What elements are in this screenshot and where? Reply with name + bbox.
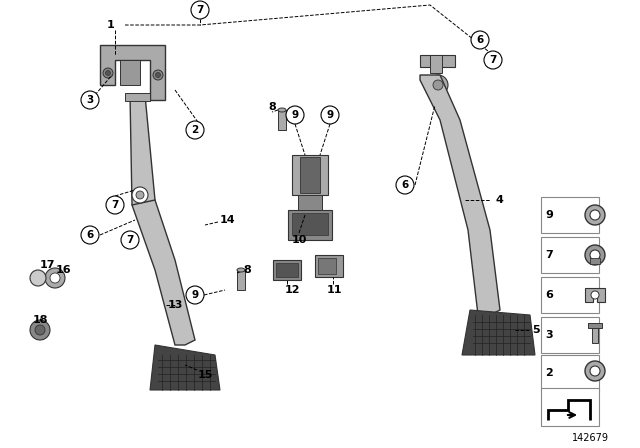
Text: 17: 17 [40,260,55,270]
Circle shape [156,73,161,78]
Text: 2: 2 [191,125,198,135]
Text: 11: 11 [327,285,342,295]
Bar [276,263,298,277]
Text: 142679: 142679 [572,433,609,443]
Circle shape [585,245,605,265]
Text: 2: 2 [545,368,553,378]
Text: 7: 7 [126,235,134,245]
Text: 6: 6 [476,35,484,45]
Circle shape [103,68,113,78]
Circle shape [45,268,65,288]
Circle shape [30,270,46,286]
Bar [590,258,600,264]
Bar [300,157,320,193]
Circle shape [286,106,304,124]
Polygon shape [462,310,535,355]
Bar [541,277,599,313]
Circle shape [433,80,443,90]
Bar [292,155,328,195]
Circle shape [585,361,605,381]
Text: 6: 6 [401,180,408,190]
Text: 14: 14 [220,215,236,225]
Bar [420,55,455,67]
Circle shape [191,1,209,19]
Text: 8: 8 [243,265,251,275]
Text: 4: 4 [495,195,503,205]
Circle shape [35,325,45,335]
Circle shape [132,187,148,203]
Bar [541,237,599,273]
Bar [315,255,343,277]
Bar [592,325,598,343]
Bar [278,110,286,130]
Text: 6: 6 [545,290,553,300]
Circle shape [186,121,204,139]
Circle shape [590,250,600,260]
Circle shape [591,291,599,299]
Bar [298,195,322,210]
Text: 7: 7 [196,5,204,15]
Text: 16: 16 [56,265,71,275]
Text: 3: 3 [545,330,552,340]
Text: 9: 9 [326,110,333,120]
Ellipse shape [278,108,286,112]
Circle shape [590,210,600,220]
Text: 9: 9 [191,290,198,300]
Circle shape [186,286,204,304]
Circle shape [471,31,489,49]
Polygon shape [585,288,605,302]
Text: 7: 7 [111,200,118,210]
Text: 6: 6 [86,230,93,240]
Polygon shape [100,45,165,100]
Text: 15: 15 [198,370,213,380]
Bar [541,355,599,391]
Circle shape [153,70,163,80]
Circle shape [121,231,139,249]
Bar [273,260,301,280]
Text: 7: 7 [490,55,497,65]
Polygon shape [130,95,155,205]
Circle shape [30,320,50,340]
Polygon shape [420,75,500,315]
Polygon shape [120,60,140,85]
Circle shape [396,176,414,194]
Circle shape [484,51,502,69]
Text: 8: 8 [268,102,276,112]
Bar [318,258,336,274]
Text: 1: 1 [107,20,115,30]
Bar [541,388,599,426]
Circle shape [81,226,99,244]
Bar [541,317,599,353]
Text: 9: 9 [545,210,553,220]
Circle shape [106,70,111,76]
Text: 7: 7 [545,250,553,260]
Circle shape [428,75,448,95]
Circle shape [321,106,339,124]
Bar [292,213,328,235]
Text: 10: 10 [291,235,307,245]
Circle shape [136,191,144,199]
Bar [237,270,245,290]
Circle shape [590,366,600,376]
Text: 13: 13 [168,300,184,310]
Bar [430,55,442,73]
Text: 9: 9 [291,110,299,120]
Circle shape [106,196,124,214]
Polygon shape [132,195,195,345]
Text: 5: 5 [532,325,540,335]
Polygon shape [150,345,220,390]
Bar [125,93,150,101]
Text: 18: 18 [32,315,48,325]
Text: 3: 3 [86,95,93,105]
Circle shape [81,91,99,109]
Bar [288,210,332,240]
Bar [588,323,602,328]
Ellipse shape [237,268,245,272]
Bar [541,197,599,233]
Text: 12: 12 [285,285,301,295]
Circle shape [50,273,60,283]
Circle shape [585,205,605,225]
